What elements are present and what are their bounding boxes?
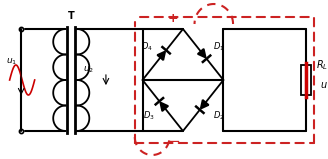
Text: $u_1$: $u_1$	[6, 57, 17, 67]
Bar	[301, 65, 311, 95]
Text: $D_3$: $D_3$	[143, 109, 155, 122]
Polygon shape	[157, 51, 165, 60]
Text: $R_L$: $R_L$	[316, 58, 328, 72]
Text: −: −	[167, 134, 180, 149]
Text: $u_2$: $u_2$	[83, 65, 94, 75]
Text: $u$: $u$	[320, 80, 327, 90]
Text: $D_1$: $D_1$	[213, 40, 224, 53]
Text: $D_2$: $D_2$	[213, 109, 224, 122]
Text: $D_4$: $D_4$	[141, 40, 153, 53]
Polygon shape	[160, 102, 168, 111]
Polygon shape	[198, 49, 206, 58]
Text: +: +	[168, 13, 179, 25]
Polygon shape	[201, 100, 209, 109]
Text: T: T	[68, 11, 75, 21]
